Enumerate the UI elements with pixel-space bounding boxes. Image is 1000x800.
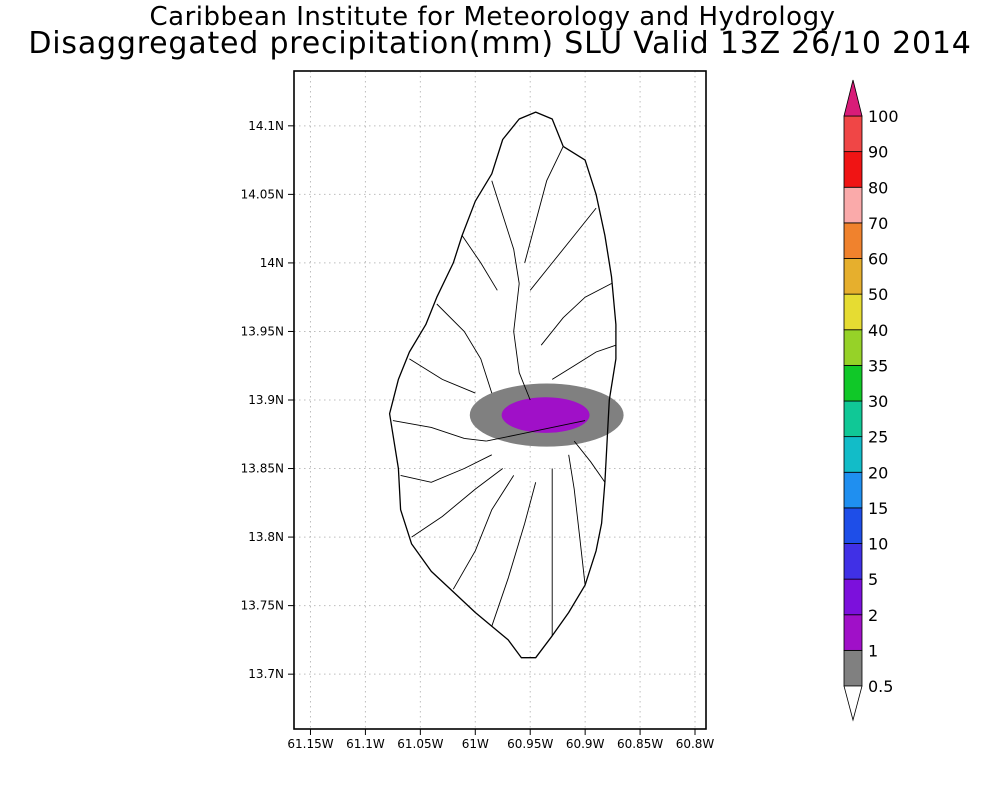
colorbar-under-arrow [843, 685, 863, 722]
river-line [436, 303, 493, 394]
colorbar-segment [843, 293, 863, 331]
lat-tick-label: 14.1N [248, 119, 284, 133]
colorbar-segment [843, 186, 863, 224]
colorbar-over-arrow [843, 79, 863, 117]
river-line [573, 440, 606, 483]
colorbar-level-label: 90 [868, 143, 888, 162]
longitude-axis: 61.15W 61.1W 61.05W 61W 60.95W 60.9W 60.85W 60.… [287, 729, 714, 751]
river-line [540, 283, 612, 346]
colorbar-segment [843, 543, 863, 580]
lat-tick-label: 13.75N [241, 599, 284, 613]
river-network [392, 146, 617, 636]
colorbar-segment [843, 400, 863, 438]
island-outline [388, 111, 617, 659]
lon-tick-label: 61.15W [287, 737, 333, 751]
lat-tick-label: 14N [260, 256, 284, 270]
colorbar-segment [843, 115, 863, 153]
lon-tick-label: 60.85W [617, 737, 663, 751]
precipitation-shading [469, 383, 624, 447]
colorbar-segment [843, 222, 863, 259]
colorbar-level-label: 35 [868, 356, 888, 375]
lat-tick-label: 13.8N [248, 530, 284, 544]
colorbar-level-label: 30 [868, 392, 888, 411]
colorbar-segment [843, 471, 863, 509]
lat-tick-label: 13.85N [241, 462, 284, 476]
lon-tick-label: 60.9W [566, 737, 605, 751]
colorbar-segment [843, 151, 863, 188]
river-line [452, 475, 515, 590]
colorbar-segment [843, 436, 863, 473]
colorbar-segment [843, 578, 863, 616]
colorbar-level-label: 70 [868, 214, 888, 233]
colorbar-segment [843, 507, 863, 544]
lon-tick-label: 60.95W [507, 737, 553, 751]
lat-tick-label: 13.7N [248, 667, 284, 681]
colorbar-segment [843, 258, 863, 295]
colorbar-segment [843, 329, 863, 366]
latitude-axis: 14.1N 14.05N 14N 13.95N 13.9N 13.85N 13.8N 13.7… [241, 119, 294, 681]
river-line [409, 358, 476, 394]
colorbar-segment [843, 364, 863, 402]
colorbar-segment [843, 649, 863, 687]
colorbar-level-label: 20 [868, 463, 888, 482]
colorbar-level-label: 40 [868, 321, 888, 340]
rain-area-1-2 [501, 397, 590, 433]
lon-tick-label: 61.05W [397, 737, 443, 751]
lat-tick-label: 13.9N [248, 393, 284, 407]
river-line [486, 420, 586, 442]
colorbar-level-label: 1 [868, 641, 878, 660]
colorbar-level-label: 2 [868, 606, 878, 625]
institution-title: Caribbean Institute for Meteorology and … [149, 2, 836, 32]
colorbar-level-label: 60 [868, 250, 888, 269]
river-line [411, 468, 503, 538]
river-line [513, 283, 531, 401]
colorbar-level-label: 25 [868, 428, 888, 447]
coastline [388, 111, 617, 659]
lat-tick-label: 14.05N [241, 187, 284, 201]
river-line [491, 180, 520, 284]
river-line [461, 235, 498, 291]
colorbar-level-label: 80 [868, 178, 888, 197]
river-line [524, 146, 564, 264]
lat-tick-label: 13.95N [241, 324, 284, 338]
river-line [551, 344, 617, 380]
lon-tick-label: 60.8W [676, 737, 715, 751]
product-title: Disaggregated precipitation(mm) SLU Vali… [28, 26, 972, 61]
lon-tick-label: 61.1W [346, 737, 385, 751]
river-line [568, 454, 586, 586]
colorbar-segment [843, 614, 863, 651]
river-line [400, 454, 493, 483]
river-line [392, 420, 487, 442]
colorbar-level-label: 15 [868, 499, 888, 518]
colorbar-level-label: 50 [868, 285, 888, 304]
river-line [491, 482, 537, 627]
colorbar-level-label: 0.5 [868, 677, 893, 696]
river-line [529, 207, 597, 291]
colorbar-level-label: 10 [868, 535, 888, 554]
colorbar-level-label: 5 [868, 570, 878, 589]
colorbar-level-label: 100 [868, 107, 899, 126]
lon-tick-label: 61W [462, 737, 489, 751]
